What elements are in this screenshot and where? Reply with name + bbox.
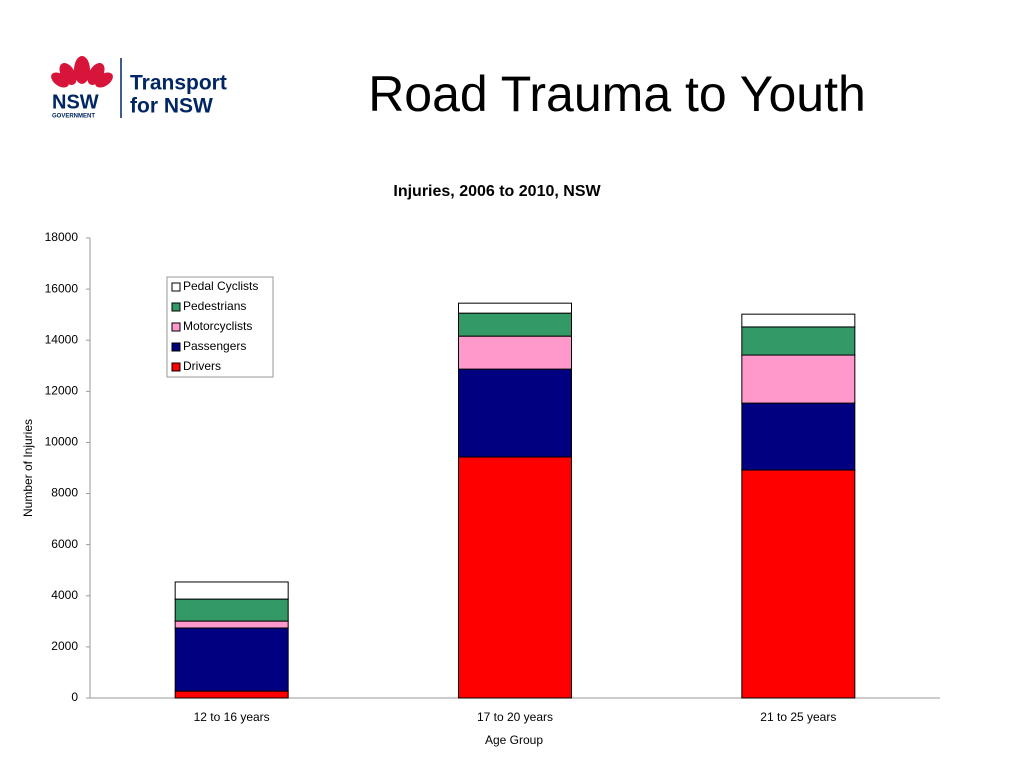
legend-swatch bbox=[171, 282, 181, 292]
waratah-icon bbox=[51, 56, 113, 88]
legend-swatch bbox=[171, 322, 181, 332]
y-tick-label: 16000 bbox=[45, 281, 79, 295]
bar-segment bbox=[458, 368, 572, 458]
bar-segment bbox=[174, 627, 289, 692]
x-axis-label: Age Group bbox=[485, 733, 543, 747]
logo-brand: NSW bbox=[52, 91, 99, 113]
y-tick-label: 8000 bbox=[51, 486, 78, 500]
bar-segment bbox=[741, 402, 856, 471]
bar-segment bbox=[458, 302, 572, 314]
legend-swatch bbox=[171, 302, 181, 312]
y-axis-label: Number of Injuries bbox=[21, 419, 35, 517]
y-tick-label: 6000 bbox=[51, 537, 78, 551]
legend-label: Passengers bbox=[183, 339, 246, 353]
logo-line2: for NSW bbox=[130, 95, 213, 118]
bar-segment bbox=[174, 581, 289, 600]
y-tick-label: 18000 bbox=[45, 230, 79, 244]
bar-segment bbox=[741, 469, 856, 699]
bar-segment bbox=[741, 326, 856, 356]
y-tick-label: 14000 bbox=[45, 332, 79, 346]
legend-swatch bbox=[171, 362, 181, 372]
legend-label: Drivers bbox=[183, 359, 221, 373]
y-tick-label: 4000 bbox=[51, 588, 78, 602]
bar-segment bbox=[458, 312, 572, 337]
bar-segment bbox=[458, 335, 572, 370]
legend-swatch bbox=[171, 342, 181, 352]
x-tick-label: 12 to 16 years bbox=[194, 710, 270, 724]
slide-title: Road Trauma to Youth bbox=[368, 66, 866, 122]
bar-segment bbox=[174, 690, 289, 699]
bar-segment bbox=[458, 456, 572, 699]
bar-segment bbox=[741, 354, 856, 404]
x-tick-label: 21 to 25 years bbox=[760, 710, 836, 724]
legend-label: Pedal Cyclists bbox=[183, 279, 258, 293]
legend-label: Motorcyclists bbox=[183, 319, 252, 333]
legend-box bbox=[166, 276, 274, 378]
y-tick-label: 0 bbox=[71, 690, 78, 704]
legend-label: Pedestrians bbox=[183, 299, 246, 313]
chart-title: Injuries, 2006 to 2010, NSW bbox=[393, 183, 601, 200]
y-tick-label: 2000 bbox=[51, 639, 78, 653]
logo-sub: GOVERNMENT bbox=[52, 114, 95, 120]
bar-segment bbox=[174, 620, 289, 629]
logo: NSW GOVERNMENT Transport for NSW bbox=[51, 56, 227, 120]
y-tick-label: 12000 bbox=[45, 384, 79, 398]
logo-line1: Transport bbox=[130, 72, 227, 95]
bar-segment bbox=[741, 313, 856, 328]
bar-segment bbox=[174, 598, 289, 622]
x-tick-label: 17 to 20 years bbox=[477, 710, 553, 724]
y-tick-label: 10000 bbox=[45, 435, 79, 449]
